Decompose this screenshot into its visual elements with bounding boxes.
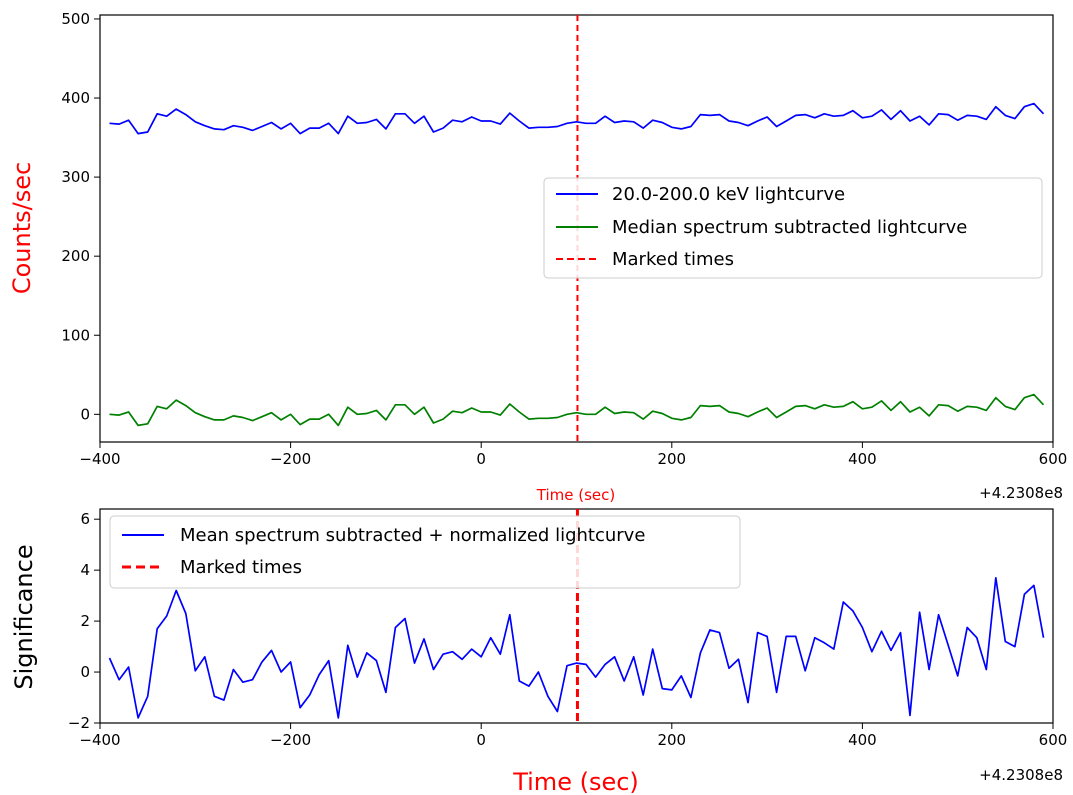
bottom-y-tick-label: 4 [80,561,90,579]
top-x-axis-label: Time (sec) [536,486,615,504]
bottom-x-tick-label: 400 [848,731,877,749]
bottom-x-offset-label: +4.2308e8 [979,766,1063,784]
bottom-x-tick-label: −200 [270,731,311,749]
bottom-y-tick-label: 0 [80,663,90,681]
top-series-line-0 [109,102,1045,135]
top-y-tick-label: 500 [61,10,90,28]
bottom-chart: −400 −200 0 200 400 600 −2 0 2 4 6 Significance T… [10,508,1067,795]
top-y-ticks: 0 100 200 300 400 500 [61,10,100,423]
top-y-tick-label: 100 [61,326,90,344]
top-x-offset-label: +4.2308e8 [979,484,1063,502]
top-legend-label-marked: Marked times [612,249,734,270]
top-y-axis-label: Counts/sec [8,162,36,294]
top-y-tick-label: 200 [61,247,90,265]
top-y-tick-label: 400 [61,89,90,107]
bottom-y-axis-label: Significance [10,544,38,689]
top-y-tick-label: 300 [61,168,90,186]
bottom-y-tick-label: −2 [68,714,90,732]
top-x-tick-label: 0 [476,450,486,468]
top-y-tick-label: 0 [80,405,90,423]
bottom-legend-label-marked: Marked times [180,557,302,578]
bottom-x-tick-label: −400 [79,731,120,749]
bottom-y-tick-label: 2 [80,612,90,630]
bottom-series-line-0 [108,576,1045,719]
top-legend-label-median: Median spectrum subtracted lightcurve [612,217,967,238]
bottom-x-tick-label: 200 [657,731,686,749]
bottom-y-ticks: −2 0 2 4 6 [68,510,100,732]
bottom-legend: Mean spectrum subtracted + normalized li… [109,515,741,589]
top-legend: 20.0-200.0 keV lightcurve Median spectru… [543,177,1043,279]
bottom-legend-box [109,515,741,589]
bottom-x-ticks: −400 −200 0 200 400 600 [79,723,1067,749]
top-x-tick-label: 400 [848,450,877,468]
bottom-legend-label-lightcurve: Mean spectrum subtracted + normalized li… [180,525,645,546]
bottom-y-tick-label: 6 [80,510,90,528]
top-x-tick-label: 200 [657,450,686,468]
top-x-tick-label: −400 [79,450,120,468]
top-x-ticks: −400 −200 0 200 400 600 [79,442,1067,468]
top-legend-label-lightcurve: 20.0-200.0 keV lightcurve [612,184,845,205]
top-chart: −400 −200 0 200 400 600 0 100 200 300 400 500 Coun… [8,10,1067,504]
top-legend-box [543,177,1043,279]
top-x-tick-label: 600 [1039,450,1068,468]
bottom-x-tick-label: 600 [1039,731,1068,749]
bottom-x-tick-label: 0 [476,731,486,749]
bottom-x-axis-label: Time (sec) [512,768,639,795]
top-series-line-1 [109,393,1045,427]
top-x-tick-label: −200 [270,450,311,468]
bottom-plot-area [108,509,1045,723]
